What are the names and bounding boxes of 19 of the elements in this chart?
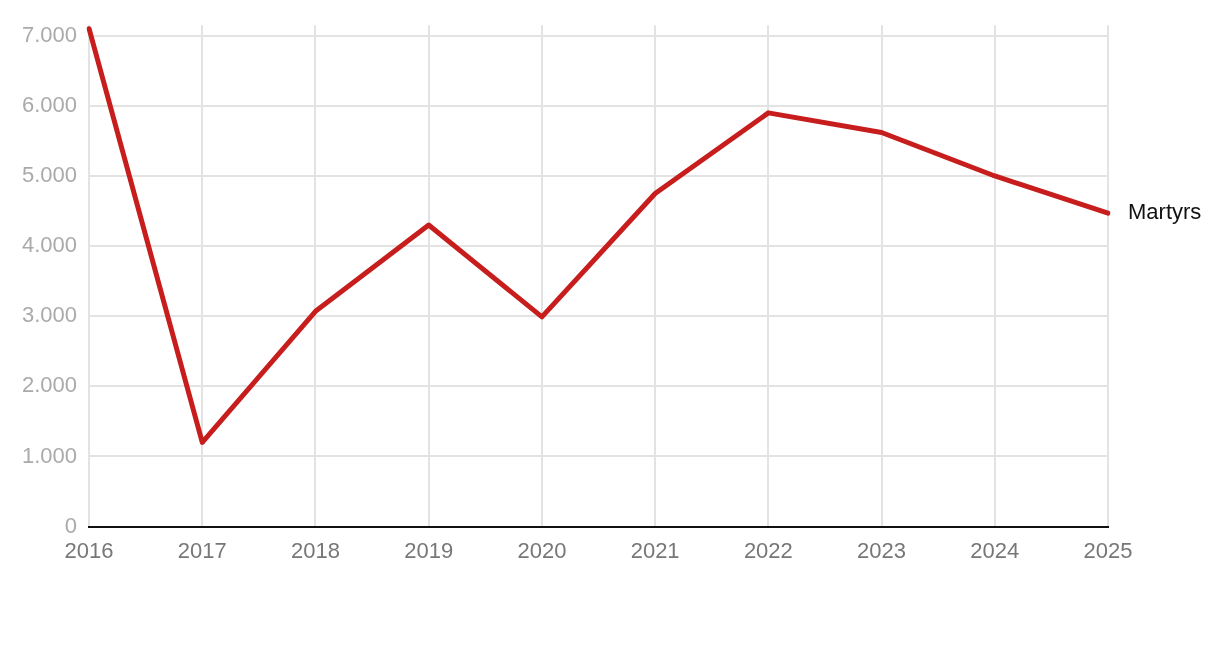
x-tick-label: 2022 (743, 537, 793, 563)
x-tick-label: 2023 (857, 537, 907, 563)
x-tick-label: 2018 (291, 537, 340, 563)
y-tick-label: 2.000 (21, 372, 78, 398)
y-tick-label: 6.000 (21, 91, 78, 117)
y-tick-label: 4.000 (21, 232, 78, 258)
y-tick-label: 1.000 (21, 442, 78, 468)
y-tick-label: 5.000 (21, 162, 78, 188)
x-tick-label: 2020 (517, 537, 567, 563)
y-tick-label: 7.000 (21, 21, 78, 47)
x-tick-label: 2024 (970, 537, 1020, 563)
x-tick-label: 2019 (404, 537, 454, 563)
x-tick-label: 2017 (177, 537, 227, 563)
y-tick-label: 3.000 (21, 302, 78, 328)
x-tick-label: 2016 (64, 537, 114, 563)
x-tick-label: 2025 (1083, 537, 1133, 563)
series-label: Martyrs (1128, 199, 1202, 225)
x-tick-label: 2021 (630, 537, 680, 563)
y-tick-label: 0 (64, 512, 78, 538)
